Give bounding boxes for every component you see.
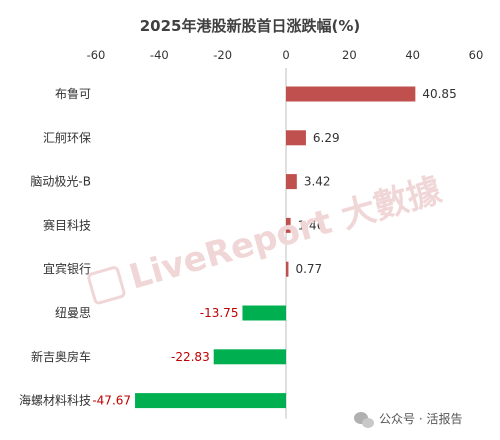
category-label: 海螺材料科技 — [19, 393, 91, 408]
bar — [286, 174, 297, 190]
x-tick-label: -20 — [213, 48, 232, 62]
category-label: 赛目科技 — [43, 217, 91, 232]
bars — [135, 86, 416, 409]
category-label: 新吉奥房车 — [31, 349, 91, 364]
bar — [286, 261, 289, 277]
bar — [286, 130, 306, 146]
credit: 公众号 · 活报告 — [354, 411, 462, 428]
bar — [242, 305, 286, 321]
chart-title: 2025年港股新股首日涨跌幅(%) — [140, 17, 361, 35]
watermark: LiveReport 大數據 — [87, 170, 447, 305]
category-label: 纽曼思 — [55, 306, 91, 320]
value-label: -47.67 — [92, 394, 131, 408]
x-tick-label: 20 — [342, 48, 357, 62]
value-label: 6.29 — [313, 131, 340, 145]
value-label: 0.77 — [295, 262, 322, 276]
wechat-icon — [354, 412, 374, 428]
category-label: 宜宾银行 — [43, 261, 91, 276]
value-label: 40.85 — [422, 87, 456, 101]
x-tick-label: 60 — [469, 48, 484, 62]
x-tick-label: -60 — [87, 48, 106, 62]
x-axis-ticks: -60 -40 -20 0 20 40 60 — [87, 48, 484, 62]
x-tick-label: -40 — [150, 48, 169, 62]
category-label: 脑动极光-B — [30, 175, 91, 189]
watermark-logo-icon — [87, 266, 126, 305]
value-label: -13.75 — [200, 306, 239, 320]
category-label: 汇舸环保 — [43, 130, 91, 145]
bar — [135, 393, 286, 409]
value-labels: 40.85 6.29 3.42 1.46 0.77 -13.75 -22.83 -47.67 — [92, 87, 456, 408]
x-tick-label: 40 — [405, 48, 420, 62]
credit-text: 公众号 · 活报告 — [379, 411, 462, 426]
x-tick-label: 0 — [282, 48, 289, 62]
bar — [213, 349, 286, 365]
value-label: 1.46 — [298, 218, 325, 232]
bar — [286, 217, 291, 233]
category-label: 布鲁可 — [55, 87, 91, 101]
value-label: -22.83 — [171, 350, 210, 364]
bar — [286, 86, 416, 102]
value-label: 3.42 — [304, 175, 331, 189]
